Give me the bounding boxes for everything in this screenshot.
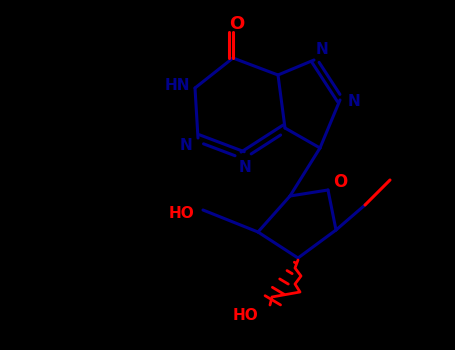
Text: HO: HO <box>168 205 194 220</box>
Text: O: O <box>229 15 245 33</box>
Text: HO: HO <box>233 308 259 322</box>
Text: N: N <box>316 42 329 57</box>
Text: HN: HN <box>164 78 190 93</box>
Text: N: N <box>348 94 360 110</box>
Text: N: N <box>238 161 251 175</box>
Text: N: N <box>180 139 192 154</box>
Text: O: O <box>333 173 347 191</box>
